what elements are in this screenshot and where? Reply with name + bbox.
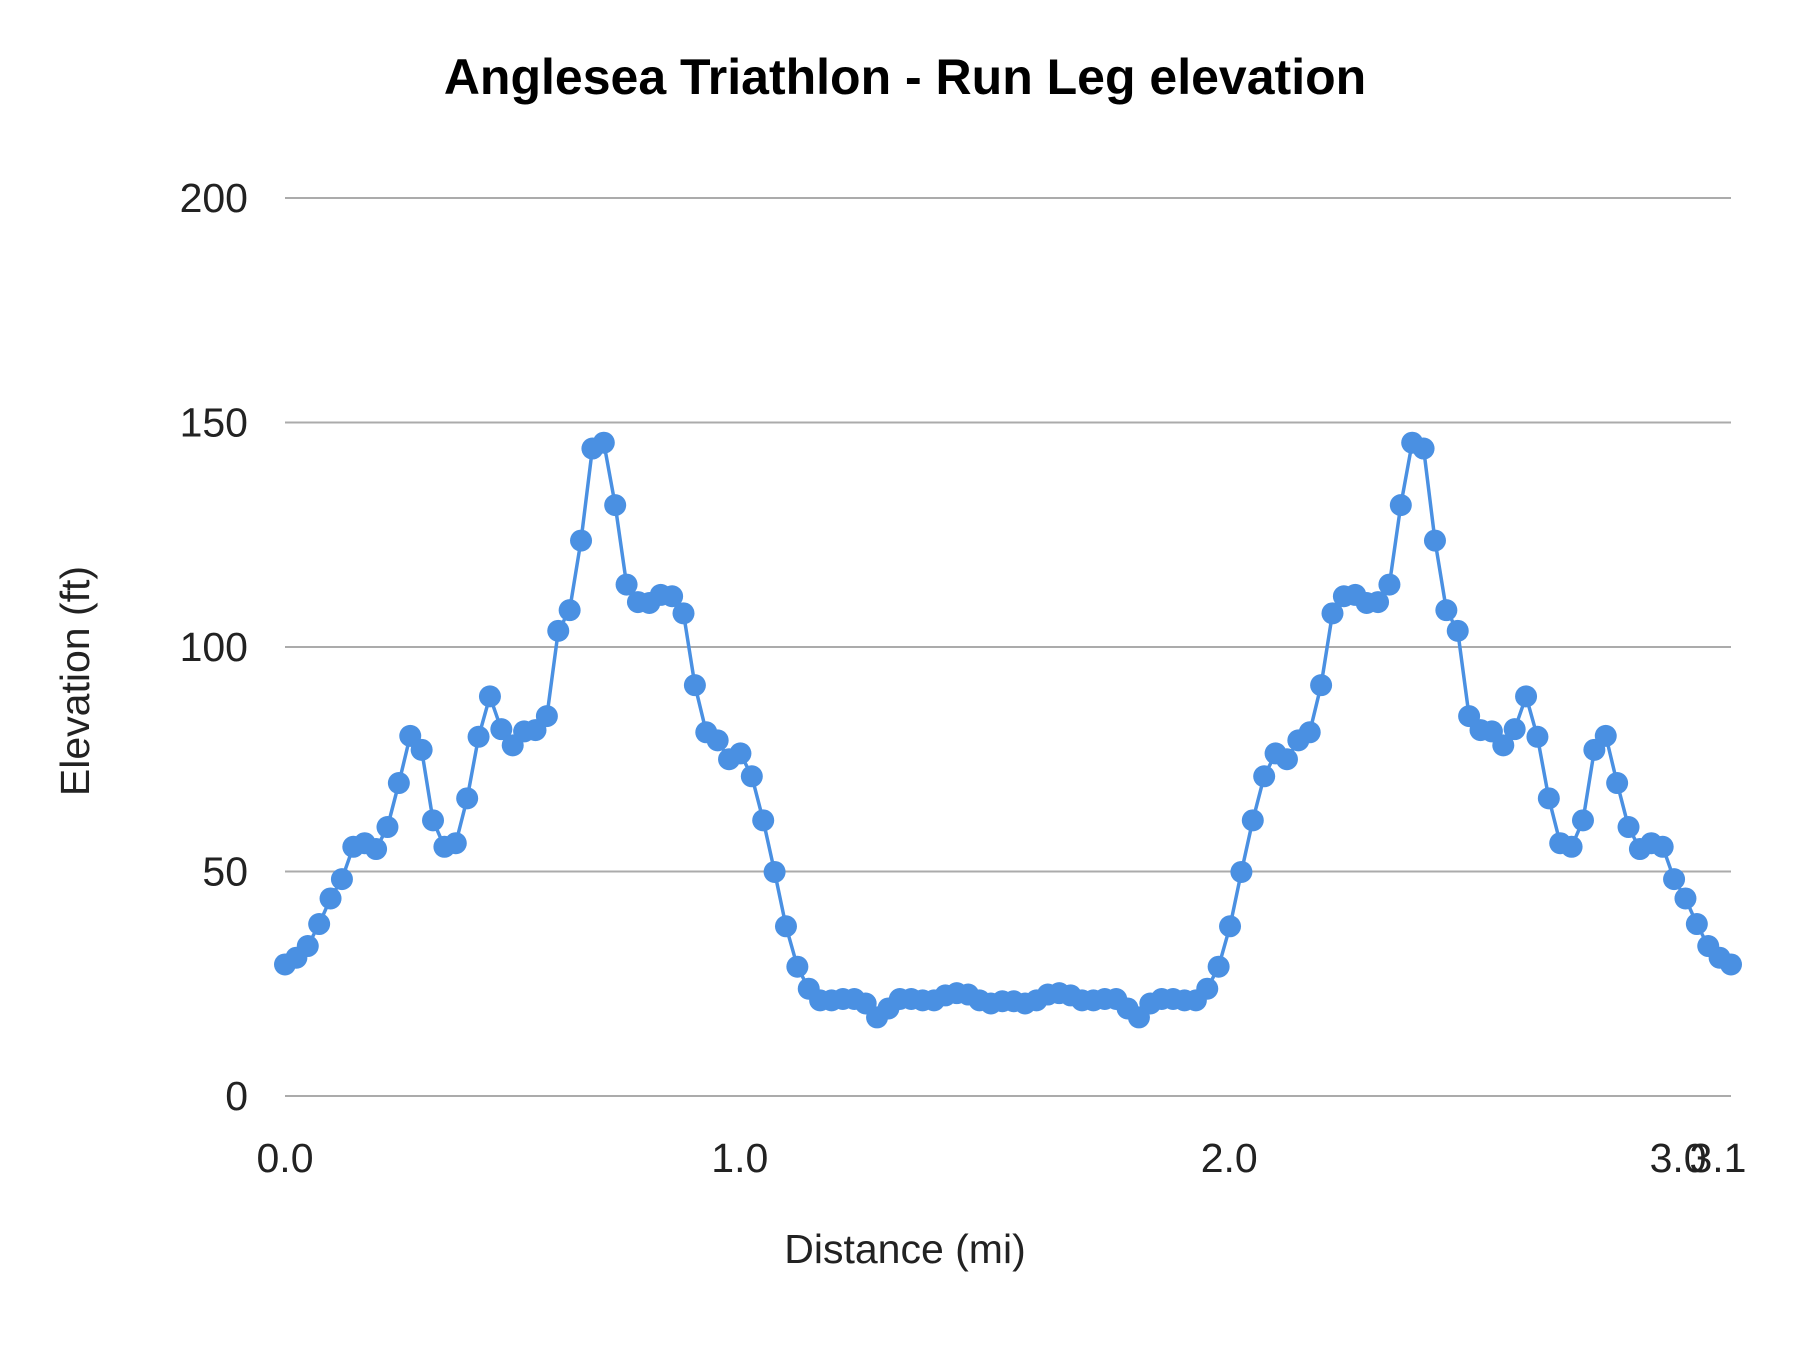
data-point: [1446, 619, 1469, 642]
data-point: [1367, 591, 1390, 614]
y-axis-title: Elevation (ft): [52, 566, 98, 796]
series-elevation: [274, 431, 1742, 1029]
data-point: [1537, 787, 1560, 810]
chart-title: Anglesea Triathlon - Run Leg elevation: [444, 49, 1366, 105]
data-point: [1275, 748, 1298, 771]
data-point: [1663, 868, 1686, 891]
data-point: [763, 860, 786, 883]
data-point: [387, 772, 410, 795]
data-point: [786, 955, 809, 978]
data-point: [1560, 835, 1583, 858]
x-tick-label: 2.0: [1201, 1135, 1258, 1181]
data-point: [740, 765, 763, 788]
data-point: [490, 718, 513, 741]
data-point: [1503, 718, 1526, 741]
x-tick-label: 1.0: [711, 1135, 768, 1181]
data-point: [752, 809, 775, 832]
data-point: [774, 915, 797, 938]
x-tick-label: 3.1: [1689, 1135, 1746, 1181]
data-point: [456, 787, 479, 810]
data-point: [1389, 494, 1412, 517]
data-point: [1515, 685, 1538, 708]
data-point: [729, 742, 752, 765]
data-point: [1219, 915, 1242, 938]
data-point: [683, 674, 706, 697]
data-point: [1606, 772, 1629, 795]
data-point: [1412, 437, 1435, 460]
data-point: [570, 529, 593, 552]
data-point: [1492, 734, 1515, 757]
data-point: [615, 573, 638, 596]
x-tick-label: 0.0: [257, 1135, 314, 1181]
data-point: [547, 619, 570, 642]
data-point: [422, 809, 445, 832]
data-point: [1651, 835, 1674, 858]
data-point: [1298, 721, 1321, 744]
data-point: [1241, 809, 1264, 832]
data-point: [592, 431, 615, 454]
data-point: [1526, 725, 1549, 748]
data-point: [1230, 860, 1253, 883]
x-axis-title: Distance (mi): [784, 1226, 1025, 1272]
data-point: [319, 887, 342, 910]
data-point: [410, 738, 433, 761]
data-point: [661, 585, 684, 608]
data-point: [467, 725, 490, 748]
x-tick-label: 3.0: [1650, 1135, 1707, 1181]
y-tick-label: 100: [180, 624, 248, 670]
data-point: [672, 602, 695, 625]
data-point: [308, 913, 331, 936]
data-point: [376, 816, 399, 839]
data-point: [604, 494, 627, 517]
data-point: [1196, 977, 1219, 1000]
x-axis-ticks: 0.0 1.0 2.0 3.03.1: [257, 1135, 1747, 1181]
data-point: [558, 599, 581, 622]
data-point: [1685, 913, 1708, 936]
data-point: [365, 838, 388, 861]
data-point: [1594, 724, 1617, 747]
data-point: [1207, 955, 1230, 978]
data-point: [1321, 602, 1344, 625]
data-point: [444, 832, 467, 855]
data-point: [1310, 674, 1333, 697]
data-point: [1674, 887, 1697, 910]
data-point: [1571, 809, 1594, 832]
y-tick-label: 50: [202, 849, 248, 895]
y-axis-ticks: 0 50 100 150 200: [180, 175, 248, 1119]
data-point: [1253, 765, 1276, 788]
data-point: [1720, 953, 1742, 976]
data-point: [1378, 573, 1401, 596]
y-tick-label: 200: [180, 175, 248, 221]
y-tick-label: 150: [180, 400, 248, 446]
data-point: [706, 729, 729, 752]
data-point: [1617, 816, 1640, 839]
data-point: [1435, 599, 1458, 622]
data-point: [535, 705, 558, 728]
data-point: [478, 685, 501, 708]
data-point: [296, 935, 319, 958]
data-point: [330, 868, 353, 891]
data-point: [1423, 529, 1446, 552]
y-tick-label: 0: [225, 1073, 248, 1119]
gridlines: [285, 197, 1731, 1097]
